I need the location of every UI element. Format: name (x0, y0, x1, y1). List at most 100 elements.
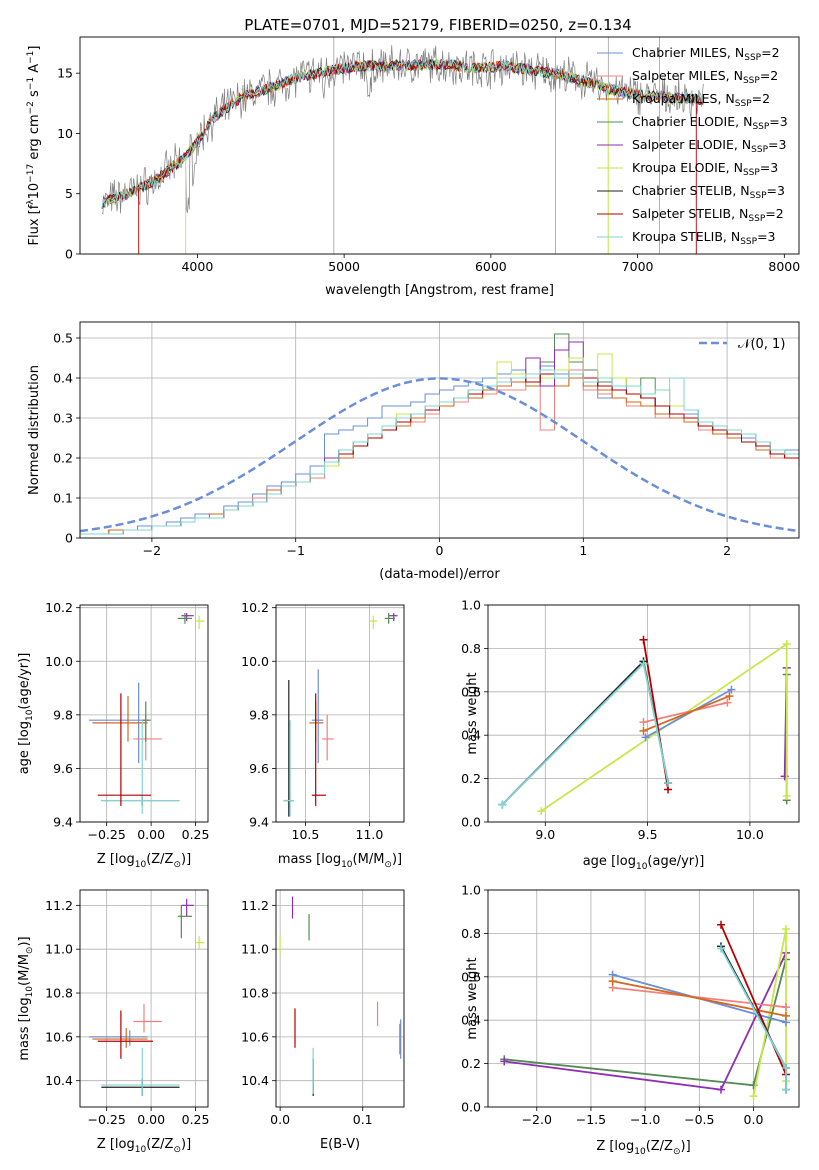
age_vs_Z-ylabel-part: (age/yr)] (17, 653, 32, 710)
legend-label-n: =3 (769, 114, 787, 129)
spectrum-xtick-label: 6000 (475, 259, 507, 274)
spectrum-ylabel-part: ] (27, 46, 42, 51)
spectrum-ylabel-part: −1 (26, 51, 36, 64)
legend-label-text: Chabrier MILES, N (632, 45, 744, 60)
age_vs_mass-ytick-label: 10.0 (241, 654, 269, 669)
mass_vs_ebv-ytick-label: 11.2 (241, 898, 269, 913)
mass_vs_ebv-xtick-label: 0.1 (353, 1112, 373, 1127)
weight-marker-krou_stelib (639, 659, 648, 668)
weight-marker-salp_miles (781, 1003, 790, 1012)
weight_vs_Z-xtick-label: −0.5 (684, 1112, 714, 1127)
residuals-ytick-label: 0.5 (53, 331, 73, 346)
weight_vs_Z-ytick-label: 0.0 (461, 1100, 481, 1115)
spectrum-ylabel: Flux [fλ10−17 erg cm−2 s−1 A−1] (26, 46, 42, 246)
mass_vs_ebv-plot-area (279, 896, 402, 1097)
weight-marker-krou_elodie (782, 640, 791, 649)
age_vs_Z-ytick-label: 10.2 (45, 600, 73, 615)
residuals-xtick-label: 2 (723, 543, 731, 558)
legend-label-n: =3 (760, 160, 778, 175)
mass_vs_Z-xlabel-part: (Z/Z (146, 1137, 173, 1152)
residuals-ytick-label: 0.1 (53, 491, 73, 506)
legend-label-text: Kroupa STELIB, N (632, 229, 740, 244)
residuals-ylabel: Normed distribution (27, 365, 42, 495)
legend-label-sub: SSP (752, 122, 769, 132)
weight-marker-krou_miles (725, 692, 734, 701)
legend-label-sub: SSP (743, 76, 760, 86)
legend-label-chab_miles: Chabrier MILES, NSSP=2 (632, 45, 780, 63)
mass_vs_Z-ytick-label: 10.8 (45, 986, 73, 1001)
legend-label-text: Kroupa ELODIE, N (632, 160, 743, 175)
weight_vs_Z-xlabel-part: ⊙ (673, 1147, 681, 1157)
weight-marker-salp_stelib (639, 635, 648, 644)
mass_vs_Z-ylabel-part: 10 (25, 986, 35, 998)
spectrum-ytick-label: 10 (57, 126, 73, 141)
spectrum-xtick-label: 7000 (622, 259, 654, 274)
weight-marker-krou_elodie (781, 925, 790, 934)
legend-label-text: Salpeter ELODIE, N (632, 137, 751, 152)
weight-marker-krou_stelib (664, 778, 673, 787)
age_vs_mass-xlabel: mass [log10(M/M⊙)] (278, 852, 402, 870)
spectrum-model-krou_miles (101, 58, 704, 209)
spectrum-ylabel-part: −1 (26, 77, 36, 90)
spectrum-ytick-label: 0 (65, 247, 73, 262)
residuals-frame (79, 321, 800, 539)
weight-marker-salp_miles (639, 718, 648, 727)
legend-label-salp_elodie: Salpeter ELODIE, NSSP=3 (632, 137, 786, 155)
age_vs_mass-frame (275, 604, 405, 823)
weight_vs_age-ytick-label: 0.0 (461, 815, 481, 830)
legend-label-krou_elodie: Kroupa ELODIE, NSSP=3 (632, 160, 778, 178)
mass_vs_Z-plot-area (88, 898, 205, 1097)
legend-label-krou_stelib: Kroupa STELIB, NSSP=3 (632, 229, 776, 247)
weight_vs_Z-frame (487, 889, 800, 1108)
weight_vs_age-ytick-label: 0.2 (461, 771, 481, 786)
weight-marker-salp_stelib (716, 920, 725, 929)
mass_vs_Z-ylabel: mass [log10(M/M⊙)] (17, 936, 35, 1060)
age_vs_Z-ytick-label: 9.4 (53, 815, 73, 830)
age_vs_Z-xlabel-part: )] (181, 852, 191, 867)
age_vs_mass-xlabel-part: mass [log (278, 852, 341, 867)
weight_vs_Z-ylabel: mass weight (465, 957, 480, 1039)
weight-marker-salp_elodie (716, 1085, 725, 1094)
spectrum-xtick-label: 4000 (181, 259, 213, 274)
spectrum-ylabel-part: Flux [f (27, 204, 42, 245)
legend-label-text: Salpeter STELIB, N (632, 206, 748, 221)
mass_vs_Z-xtick-label: 0.00 (137, 1112, 165, 1127)
mass_vs_ebv-xlabel: E(B-V) (320, 1137, 360, 1152)
residuals-ytick-label: 0.4 (53, 371, 73, 386)
weight_vs_Z-xtick-label: −2.0 (522, 1112, 552, 1127)
weight_vs_age-ytick-label: 0.6 (461, 684, 481, 699)
age_vs_Z-xtick-label: 0.00 (137, 827, 165, 842)
residuals-panel: −2 −1 0 1 2 0 0.1 0.2 0.3 0.4 0.5 (data-model)/erro… (27, 321, 800, 582)
legend-label-n: =3 (757, 229, 775, 244)
weight_vs_age-xlabel-part: 10 (636, 862, 648, 872)
mass_vs_Z-xtick-label: −0.25 (88, 1112, 126, 1127)
histogram-chab_stelib (80, 373, 799, 538)
age_vs_Z-ytick-label: 9.6 (53, 761, 73, 776)
spectrum-model-krou_stelib (101, 58, 704, 209)
age_vs_mass-ytick-label: 10.2 (241, 600, 269, 615)
spectrum-xtick-label: 5000 (328, 259, 360, 274)
age_vs_Z-ylabel: age [log10(age/yr)] (17, 653, 35, 775)
spectrum-model-chab_elodie (101, 58, 704, 209)
age_vs_Z-panel: −0.25 0.00 0.259.49.69.810.010.2Z [log10(Z… (17, 600, 209, 870)
age_vs_Z-xlabel-part: Z [log (97, 852, 135, 867)
legend-label-text: Kroupa MILES, N (632, 91, 735, 106)
weight_vs_age-panel: 9.0 9.5 10.0 0.0 0.2 0.4 0.6 0.8 1.0 age [log10(a… (461, 598, 800, 872)
legend-label-text: Chabrier STELIB, N (632, 183, 750, 198)
spectrum-model-salp_stelib (101, 58, 704, 210)
age_vs_mass-xlabel-part: 10 (341, 860, 353, 870)
legend-label-sub: SSP (735, 99, 752, 109)
mass_vs_Z-xlabel-part: )] (181, 1137, 191, 1152)
weight-marker-krou_stelib (781, 1063, 790, 1072)
mass_vs_Z-xlabel-part: ⊙ (173, 1145, 181, 1155)
spectrum-model-salp_miles (101, 59, 704, 209)
spectrum-model-chab_miles (101, 58, 704, 210)
age_vs_mass-xtick-label: 11.0 (356, 827, 384, 842)
weight_vs_age-ylabel: mass weight (465, 672, 480, 754)
spectrum-model-chab_stelib (101, 59, 704, 209)
histogram-salp_elodie (80, 341, 799, 538)
spectrum-ylabel-part: −17 (26, 164, 36, 183)
legend-label-n: =2 (752, 91, 770, 106)
residuals-xtick-label: 0 (436, 543, 444, 558)
